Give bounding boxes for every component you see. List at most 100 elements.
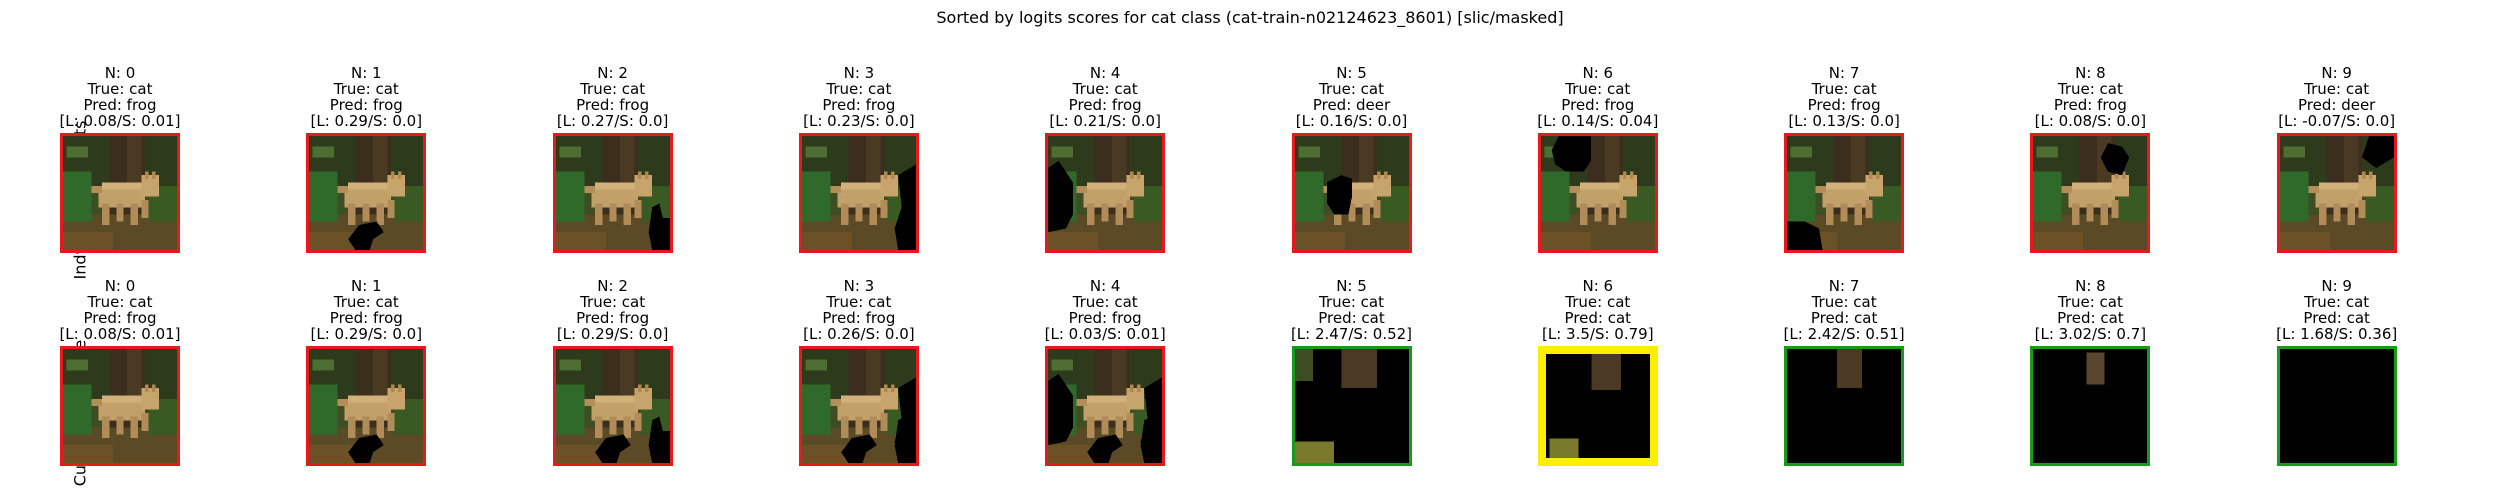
- caption-n: N: 5: [1336, 64, 1367, 82]
- caption-true-label: True: cat: [1811, 293, 1877, 311]
- caption-pred: Pred: frog: [83, 96, 157, 114]
- panel-cumulative-7: N: 7 True: cat Pred: cat [L: 2.42/S: 0.51]: [1724, 278, 1964, 488]
- caption-n: N: 8: [2075, 64, 2106, 82]
- panel-cumulative-5: N: 5 True: cat Pred: cat [L: 2.47/S: 0.52]: [1232, 278, 1472, 488]
- caption-n: N: 9: [2321, 64, 2352, 82]
- masked-image: [1045, 346, 1166, 466]
- masked-image: [306, 133, 427, 253]
- caption-pred: Pred: frog: [329, 309, 403, 327]
- caption-true-label: True: cat: [1318, 293, 1384, 311]
- panel-cumulative-9: N: 9 True: cat Pred: cat [L: 1.68/S: 0.36]: [2217, 278, 2457, 488]
- caption-pred: Pred: frog: [576, 96, 650, 114]
- caption-pred: Pred: frog: [822, 96, 896, 114]
- caption-true-label: True: cat: [2057, 293, 2123, 311]
- caption-pred: Pred: frog: [2053, 96, 2127, 114]
- caption-true-label: True: cat: [1565, 80, 1631, 98]
- panel-cumulative-4: N: 4 True: cat Pred: frog [L: 0.03/S: 0.01]: [985, 278, 1225, 488]
- caption-score: [L: 0.26/S: 0.0]: [803, 325, 915, 343]
- panel-caption: N: 6 True: cat Pred: frog [L: 0.14/S: 0.04]: [1478, 65, 1718, 129]
- masked-image: [1045, 133, 1166, 253]
- caption-n: N: 2: [597, 64, 628, 82]
- caption-pred: Pred: deer: [2298, 96, 2376, 114]
- caption-score: [L: 2.47/S: 0.52]: [1290, 325, 1413, 343]
- panel-individual-8: N: 8 True: cat Pred: frog [L: 0.08/S: 0.0]: [1970, 65, 2210, 275]
- caption-n: N: 0: [104, 64, 136, 82]
- caption-true-label: True: cat: [2304, 80, 2370, 98]
- caption-true-label: True: cat: [333, 293, 399, 311]
- panel-individual-5: N: 5 True: cat Pred: deer [L: 0.16/S: 0.0]: [1232, 65, 1472, 275]
- panel-cumulative-0: N: 0 True: cat Pred: frog [L: 0.08/S: 0.01]: [0, 278, 240, 488]
- panel-individual-3: N: 3 True: cat Pred: frog [L: 0.23/S: 0.0]: [739, 65, 979, 275]
- caption-score: [L: 0.23/S: 0.0]: [803, 112, 915, 130]
- caption-n: N: 1: [351, 277, 382, 295]
- panel-individual-7: N: 7 True: cat Pred: frog [L: 0.13/S: 0.0]: [1724, 65, 1964, 275]
- masked-image: [2030, 133, 2151, 253]
- caption-true-label: True: cat: [1072, 293, 1138, 311]
- caption-pred: Pred: frog: [83, 309, 157, 327]
- masked-image: [60, 346, 180, 466]
- panel-caption: N: 4 True: cat Pred: frog [L: 0.21/S: 0.0]: [985, 65, 1225, 129]
- panel-caption: N: 9 True: cat Pred: cat [L: 1.68/S: 0.36]: [2217, 278, 2457, 342]
- caption-n: N: 4: [1089, 64, 1121, 82]
- panel-caption: N: 2 True: cat Pred: frog [L: 0.27/S: 0.0]: [493, 65, 733, 129]
- masked-image: [2030, 346, 2151, 466]
- caption-score: [L: 0.29/S: 0.0]: [556, 325, 669, 343]
- caption-n: N: 0: [104, 277, 136, 295]
- panel-caption: N: 9 True: cat Pred: deer [L: -0.07/S: 0.0]: [2217, 65, 2457, 129]
- caption-true-label: True: cat: [1565, 293, 1631, 311]
- panel-caption: N: 7 True: cat Pred: frog [L: 0.13/S: 0.0]: [1724, 65, 1964, 129]
- caption-n: N: 5: [1336, 277, 1367, 295]
- panel-caption: N: 1 True: cat Pred: frog [L: 0.29/S: 0.0]: [246, 65, 486, 129]
- caption-true-label: True: cat: [1318, 80, 1384, 98]
- panel-individual-2: N: 2 True: cat Pred: frog [L: 0.27/S: 0.0]: [493, 65, 733, 275]
- caption-score: [L: 0.08/S: 0.0]: [2034, 112, 2147, 130]
- masked-image: [1291, 346, 1412, 466]
- masked-image: [1291, 133, 1412, 253]
- panel-caption: N: 5 True: cat Pred: cat [L: 2.47/S: 0.52]: [1232, 278, 1472, 342]
- caption-score: [L: 0.29/S: 0.0]: [310, 112, 423, 130]
- caption-score: [L: 3.02/S: 0.7]: [2034, 325, 2147, 343]
- caption-true-label: True: cat: [2304, 293, 2370, 311]
- caption-true-label: True: cat: [826, 293, 892, 311]
- caption-pred: Pred: frog: [1807, 96, 1881, 114]
- panel-caption: N: 4 True: cat Pred: frog [L: 0.03/S: 0.01]: [985, 278, 1225, 342]
- caption-score: [L: 0.14/S: 0.04]: [1537, 112, 1659, 130]
- caption-score: [L: 0.08/S: 0.01]: [59, 325, 181, 343]
- panel-caption: N: 2 True: cat Pred: frog [L: 0.29/S: 0.0]: [493, 278, 733, 342]
- panel-cumulative-2: N: 2 True: cat Pred: frog [L: 0.29/S: 0.0]: [493, 278, 733, 488]
- caption-score: [L: 0.21/S: 0.0]: [1049, 112, 1161, 130]
- panel-individual-1: N: 1 True: cat Pred: frog [L: 0.29/S: 0.0]: [246, 65, 486, 275]
- panel-caption: N: 3 True: cat Pred: frog [L: 0.23/S: 0.0]: [739, 65, 979, 129]
- caption-true-label: True: cat: [1072, 80, 1138, 98]
- caption-n: N: 7: [1828, 64, 1860, 82]
- caption-n: N: 6: [1582, 277, 1614, 295]
- caption-score: [L: 0.08/S: 0.01]: [59, 112, 181, 130]
- masked-image: [306, 346, 427, 466]
- caption-pred: Pred: cat: [2303, 309, 2370, 327]
- caption-n: N: 2: [597, 277, 628, 295]
- panel-caption: N: 1 True: cat Pred: frog [L: 0.29/S: 0.0]: [246, 278, 486, 342]
- caption-score: [L: 0.03/S: 0.01]: [1044, 325, 1166, 343]
- caption-pred: Pred: cat: [1564, 309, 1632, 327]
- caption-true-label: True: cat: [2057, 80, 2123, 98]
- panel-cumulative-6: N: 6 True: cat Pred: cat [L: 3.5/S: 0.79]: [1478, 278, 1718, 488]
- caption-true-label: True: cat: [333, 80, 399, 98]
- caption-pred: Pred: cat: [1810, 309, 1878, 327]
- caption-pred: Pred: frog: [822, 309, 896, 327]
- caption-pred: Pred: frog: [1068, 309, 1142, 327]
- panel-caption: N: 8 True: cat Pred: cat [L: 3.02/S: 0.7]: [1970, 278, 2210, 342]
- caption-true-label: True: cat: [1811, 80, 1877, 98]
- masked-image: [1537, 346, 1658, 466]
- masked-image: [552, 133, 673, 253]
- panel-caption: N: 5 True: cat Pred: deer [L: 0.16/S: 0.0]: [1232, 65, 1472, 129]
- caption-score: [L: 3.5/S: 0.79]: [1542, 325, 1654, 343]
- caption-pred: Pred: frog: [1068, 96, 1142, 114]
- panel-caption: N: 8 True: cat Pred: frog [L: 0.08/S: 0.0]: [1970, 65, 2210, 129]
- caption-pred: Pred: frog: [576, 309, 650, 327]
- panel-individual-4: N: 4 True: cat Pred: frog [L: 0.21/S: 0.0]: [985, 65, 1225, 275]
- caption-pred: Pred: cat: [1318, 309, 1385, 327]
- caption-true-label: True: cat: [826, 80, 892, 98]
- masked-image: [60, 133, 180, 253]
- panel-caption: N: 3 True: cat Pred: frog [L: 0.26/S: 0.0]: [739, 278, 979, 342]
- caption-n: N: 8: [2075, 277, 2106, 295]
